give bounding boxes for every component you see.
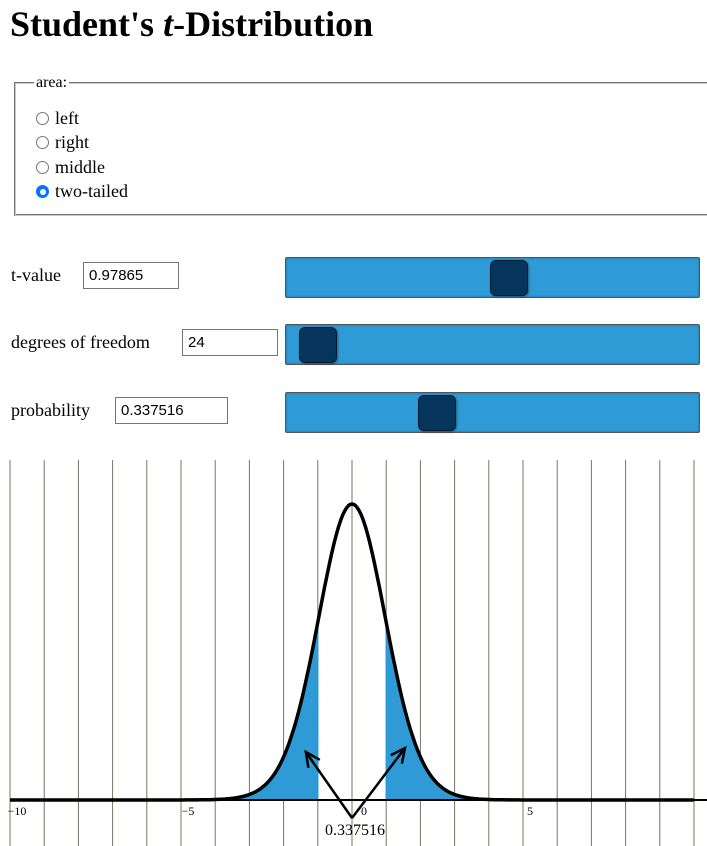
area-option-middle[interactable]: middle xyxy=(36,155,688,180)
page-title: Student's t-Distribution xyxy=(10,4,373,44)
annotation-arrow-left xyxy=(304,751,354,819)
probability-input[interactable] xyxy=(115,397,228,424)
x-tick-label: −5 xyxy=(182,804,195,818)
radio-left[interactable] xyxy=(36,111,49,125)
area-legend: area: xyxy=(36,74,68,91)
title-suffix: -Distribution xyxy=(173,4,374,44)
title-prefix: Student's xyxy=(10,4,164,44)
t-value-input[interactable] xyxy=(83,262,179,289)
x-tick-label: 5 xyxy=(527,804,533,818)
radio-label-right: right xyxy=(55,132,89,153)
density-curve xyxy=(10,502,694,802)
area-fieldset: area: left right middle two-tailed xyxy=(14,74,707,216)
t-value-label: t-value xyxy=(11,265,61,285)
radio-middle[interactable] xyxy=(36,160,49,174)
left-tail-area xyxy=(10,618,319,800)
x-tick-label: 0 xyxy=(361,804,367,818)
radio-label-two-tailed: two-tailed xyxy=(55,181,128,202)
probability-slider[interactable] xyxy=(285,392,700,433)
t-value-slider-thumb[interactable] xyxy=(490,260,529,296)
radio-right[interactable] xyxy=(36,136,49,150)
t-value-slider[interactable] xyxy=(285,257,700,298)
df-input[interactable] xyxy=(182,329,278,356)
t-distribution-plot: −10 −5 0 5 0.337516 xyxy=(8,460,707,846)
probability-label: probability xyxy=(11,400,90,420)
area-option-left[interactable]: left xyxy=(36,106,688,131)
area-option-right[interactable]: right xyxy=(36,131,688,156)
x-tick-label: −10 xyxy=(8,804,27,818)
annotation-arrow-right xyxy=(351,747,407,819)
radio-label-left: left xyxy=(55,107,79,128)
probability-slider-thumb[interactable] xyxy=(417,395,456,431)
df-label: degrees of freedom xyxy=(11,332,150,352)
df-slider[interactable] xyxy=(285,324,700,365)
df-slider-thumb[interactable] xyxy=(299,327,338,363)
title-variable: t xyxy=(163,4,174,44)
radio-two-tailed[interactable] xyxy=(36,185,49,199)
annotation-arrow-right-head xyxy=(390,745,407,764)
probability-annotation: 0.337516 xyxy=(325,822,385,839)
radio-label-middle: middle xyxy=(55,156,105,177)
annotation-arrow-left-head xyxy=(304,749,321,768)
area-option-two-tailed[interactable]: two-tailed xyxy=(36,180,688,205)
right-tail-area xyxy=(385,618,694,800)
